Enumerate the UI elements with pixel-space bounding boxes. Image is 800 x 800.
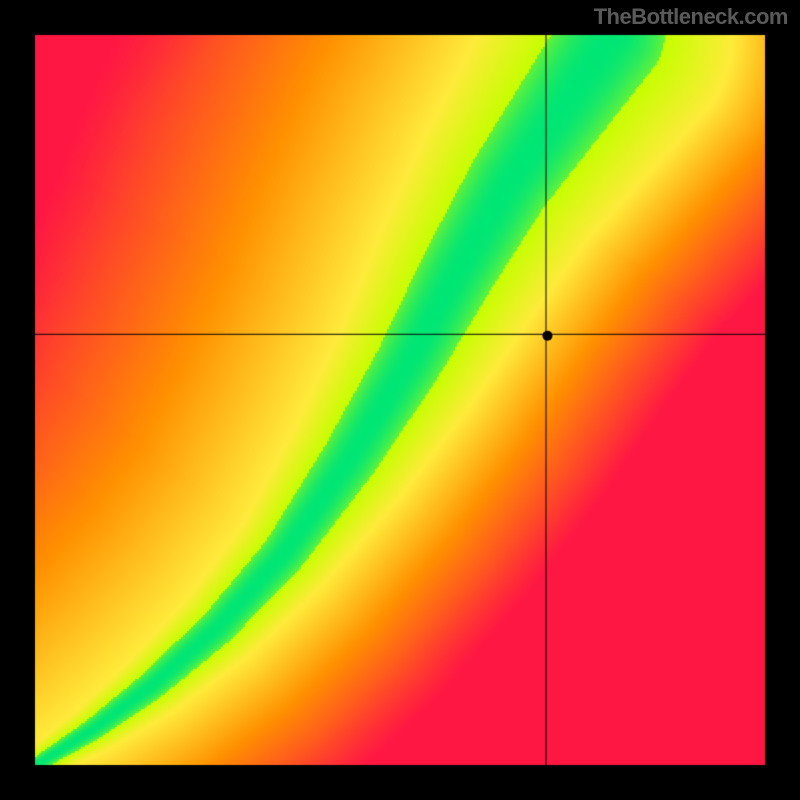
chart-container: TheBottleneck.com	[0, 0, 800, 800]
heatmap-canvas	[0, 0, 800, 800]
watermark-text: TheBottleneck.com	[594, 4, 788, 30]
